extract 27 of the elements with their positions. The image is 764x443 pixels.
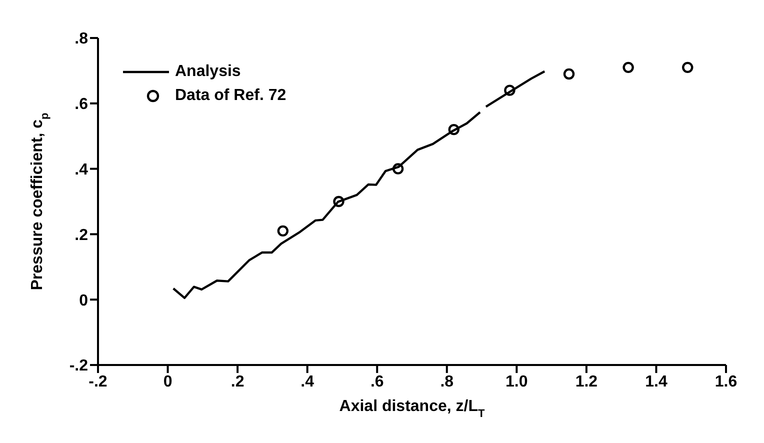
x-tick-label: 0 [163, 373, 172, 390]
x-tick-label: .6 [370, 373, 384, 390]
legend-label: Analysis [175, 63, 241, 81]
y-tick-label: .2 [74, 226, 88, 244]
x-axis-title: Axial distance, z/L$_{T}$ [339, 398, 485, 420]
x-tick-label: 1.6 [714, 373, 738, 390]
y-tick-label: -.2 [69, 358, 88, 375]
y-tick-label: .6 [74, 96, 88, 114]
x-tick-label: .4 [300, 373, 314, 390]
point [563, 68, 575, 80]
y-tick-label: .4 [74, 161, 88, 178]
point [448, 124, 460, 136]
x-tick-label: .8 [440, 373, 454, 390]
x-tick-label: 1.2 [575, 373, 598, 390]
point [622, 62, 634, 74]
y-tick-label: 0 [79, 292, 88, 310]
x-tick-label: .2 [230, 373, 244, 390]
point [333, 196, 344, 208]
x-tick-label: 1.0 [506, 373, 528, 390]
point [504, 84, 516, 96]
point [682, 62, 694, 74]
point [277, 225, 289, 237]
point [392, 163, 404, 174]
x-tick-label: 1.4 [645, 373, 668, 390]
legend-label: Data of Ref. 72 [175, 87, 286, 105]
x-tick-label: -.2 [88, 373, 108, 390]
y-tick-label: .8 [74, 30, 88, 48]
